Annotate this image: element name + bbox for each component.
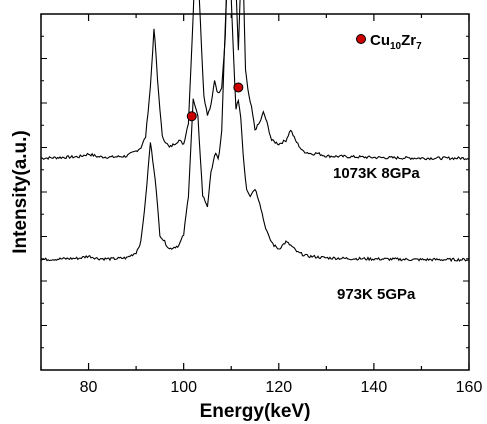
peak-marker [233, 82, 244, 93]
plot-frame [40, 13, 470, 371]
series-line-1 [40, 0, 470, 263]
legend-sub-10: 10 [390, 41, 402, 52]
series-line-0 [40, 0, 470, 161]
peak-marker [186, 111, 197, 122]
x-tick-label: 160 [456, 379, 483, 396]
legend-label-cu: Cu [370, 32, 390, 49]
peak-markers [186, 82, 244, 122]
y-axis-label: Intensity(a.u.) [10, 130, 31, 254]
legend-sub-7: 7 [416, 41, 422, 52]
x-tick-label: 80 [80, 379, 98, 396]
legend-label-zr: Zr [401, 32, 416, 49]
x-tick-label: 100 [170, 379, 197, 396]
y-axis-ticks [41, 35, 469, 349]
series-label-1073k: 1073K 8GPa [333, 165, 420, 182]
legend-label: Cu10Zr7 [370, 32, 422, 52]
legend: Cu10Zr7 [356, 32, 422, 52]
x-axis-label: Energy(keV) [200, 401, 311, 422]
x-tick-label: 120 [265, 379, 292, 396]
x-axis-ticks: 80 100 120 140 160 [40, 14, 483, 396]
series-curves [40, 0, 470, 263]
x-tick-label: 140 [361, 379, 388, 396]
legend-marker [356, 34, 366, 44]
series-label-973k: 973K 5GPa [337, 286, 416, 303]
